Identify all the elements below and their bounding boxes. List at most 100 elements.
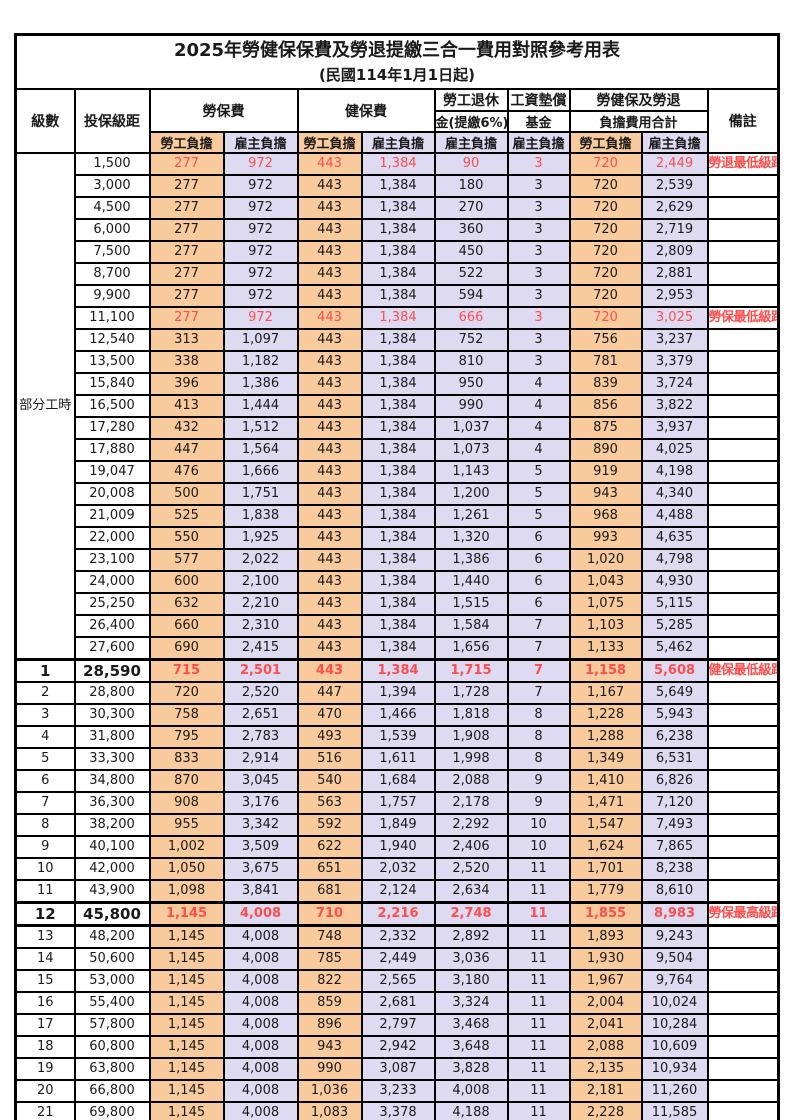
wage-fund-employer-cell: 11 (506, 1079, 571, 1103)
table-row: 12,540 313 1,097 443 1,384 752 3 756 3,237 (16, 328, 780, 352)
total-employer-cell: 2,809 (640, 240, 709, 264)
total-employer-cell: 4,340 (640, 482, 709, 506)
health-insurance-employer-cell: 1,394 (360, 681, 436, 705)
table-row: 5 33,300 833 2,914 516 1,611 1,998 8 1,349 6,531 (14, 747, 780, 771)
labor-insurance-employee-cell: 720 (148, 681, 225, 705)
remark-cell (706, 991, 780, 1015)
insured-bracket-cell: 48,200 (73, 924, 151, 949)
pension-employer-cell: 594 (433, 284, 509, 308)
health-insurance-employee-cell: 622 (296, 835, 363, 859)
total-employer-cell: 6,238 (640, 725, 709, 749)
level-cell: 2 (14, 681, 76, 705)
health-insurance-employer-cell: 2,216 (360, 901, 436, 927)
insured-bracket-cell: 69,800 (73, 1101, 151, 1120)
pension-employer-cell: 1,715 (433, 658, 509, 683)
remark-cell (706, 174, 780, 198)
header-row-1: 級數 投保級距 勞保費 健保費 勞工退休 工資墊償 勞健保及勞退 備註 (14, 88, 780, 154)
table-row: 11 43,900 1,098 3,841 681 2,124 2,634 11 1,779 8,… (14, 879, 780, 904)
table-row: 6,000 277 972 443 1,384 360 3 720 2,719 (16, 218, 780, 242)
health-insurance-employee-cell: 443 (296, 614, 363, 638)
subheader-total-employee: 勞工負擔 (568, 131, 643, 154)
labor-insurance-employee-cell: 955 (148, 813, 225, 837)
labor-insurance-employee-cell: 277 (148, 284, 225, 308)
remark-cell (706, 835, 780, 859)
health-insurance-employer-cell: 1,384 (360, 350, 436, 374)
labor-insurance-employer-cell: 1,564 (222, 438, 299, 462)
total-employee-cell: 2,228 (568, 1101, 643, 1120)
total-employer-cell: 5,285 (640, 614, 709, 638)
wage-fund-employer-cell: 6 (506, 526, 571, 550)
health-insurance-employee-cell: 710 (296, 901, 363, 927)
insured-bracket-cell: 60,800 (73, 1035, 151, 1059)
total-employer-cell: 4,025 (640, 438, 709, 462)
total-employee-cell: 1,967 (568, 969, 643, 993)
table-row: 16 55,400 1,145 4,008 859 2,681 3,324 11 2,004 10… (14, 991, 780, 1015)
health-insurance-employee-cell: 822 (296, 969, 363, 993)
table-row: 19,047 476 1,666 443 1,384 1,143 5 919 4,198 (16, 460, 780, 484)
col-header-remark: 備註 (706, 88, 780, 154)
labor-insurance-employee-cell: 690 (148, 636, 225, 661)
insured-bracket-cell: 9,900 (73, 284, 151, 308)
total-employee-cell: 720 (568, 218, 643, 242)
total-employer-cell: 4,635 (640, 526, 709, 550)
labor-insurance-employee-cell: 550 (148, 526, 225, 550)
pension-employer-cell: 3,468 (433, 1013, 509, 1037)
health-insurance-employer-cell: 1,384 (360, 174, 436, 198)
health-insurance-employer-cell: 2,942 (360, 1035, 436, 1059)
labor-insurance-employer-cell: 972 (222, 174, 299, 198)
total-employer-cell: 8,983 (640, 901, 709, 927)
total-employee-cell: 875 (568, 416, 643, 440)
health-insurance-employer-cell: 1,384 (360, 438, 436, 462)
labor-insurance-employee-cell: 632 (148, 592, 225, 616)
labor-insurance-employer-cell: 3,509 (222, 835, 299, 859)
wage-fund-employer-cell: 3 (506, 284, 571, 308)
total-employer-cell: 7,120 (640, 791, 709, 815)
insured-bracket-cell: 28,590 (73, 658, 151, 683)
pension-employer-cell: 3,828 (433, 1057, 509, 1081)
level-cell: 19 (14, 1057, 76, 1081)
wage-fund-employer-cell: 9 (506, 769, 571, 793)
header-row-3: 勞工負擔 雇主負擔 勞工負擔 雇主負擔 雇主負擔 雇主負擔 勞工負擔 雇主負擔 (16, 131, 779, 154)
health-insurance-employee-cell: 592 (296, 813, 363, 837)
remark-cell (706, 570, 780, 594)
pension-employer-cell: 1,440 (433, 570, 509, 594)
table-row: 8 38,200 955 3,342 592 1,849 2,292 10 1,547 7,493 (14, 813, 780, 837)
health-insurance-employee-cell: 443 (296, 328, 363, 352)
table-row: 20,008 500 1,751 443 1,384 1,200 5 943 4,340 (16, 482, 780, 506)
pension-employer-cell: 360 (433, 218, 509, 242)
table-row: 1 28,590 715 2,501 443 1,384 1,715 7 1,158 5,608 健… (14, 658, 780, 683)
remark-cell (706, 1057, 780, 1081)
premium-comparison-table: 2025年勞健保保費及勞退提繳三合一費用對照參考用表 (民國114年1月1日起)… (14, 33, 780, 1120)
remark-cell: 健保最低級距 (706, 658, 780, 683)
wage-fund-employer-cell: 4 (506, 438, 571, 462)
labor-insurance-employer-cell: 1,182 (222, 350, 299, 374)
health-insurance-employee-cell: 443 (296, 372, 363, 396)
table-row: 13 48,200 1,145 4,008 748 2,332 2,892 11 1,893 9,… (14, 924, 780, 949)
remark-cell (706, 372, 780, 396)
total-employer-cell: 4,488 (640, 504, 709, 528)
total-employee-cell: 1,349 (568, 747, 643, 771)
health-insurance-employee-cell: 896 (296, 1013, 363, 1037)
remark-cell (706, 196, 780, 220)
total-employee-cell: 1,779 (568, 879, 643, 904)
wage-fund-employer-cell: 11 (506, 924, 571, 949)
col-header-labor-insurance: 勞保費 (148, 88, 299, 133)
total-employer-cell: 6,826 (640, 769, 709, 793)
labor-insurance-employee-cell: 277 (148, 240, 225, 264)
pension-employer-cell: 2,406 (433, 835, 509, 859)
table-row: 19 63,800 1,145 4,008 990 3,087 3,828 11 2,135 10… (14, 1057, 780, 1081)
insured-bracket-cell: 42,000 (73, 857, 151, 881)
labor-insurance-employer-cell: 972 (222, 152, 299, 176)
wage-fund-employer-cell: 7 (506, 636, 571, 661)
table-row: 部分工時 1,500 277 972 443 1,384 90 3 720 2,449 勞退最低級距 (14, 152, 780, 661)
insured-bracket-cell: 30,300 (73, 703, 151, 727)
health-insurance-employee-cell: 1,036 (296, 1079, 363, 1103)
insured-bracket-cell: 17,880 (73, 438, 151, 462)
level-cell: 10 (14, 857, 76, 881)
total-employer-cell: 10,024 (640, 991, 709, 1015)
remark-cell (706, 592, 780, 616)
total-employer-cell: 10,934 (640, 1057, 709, 1081)
labor-insurance-employer-cell: 4,008 (222, 969, 299, 993)
wage-fund-employer-cell: 4 (506, 416, 571, 440)
labor-insurance-employer-cell: 4,008 (222, 1035, 299, 1059)
